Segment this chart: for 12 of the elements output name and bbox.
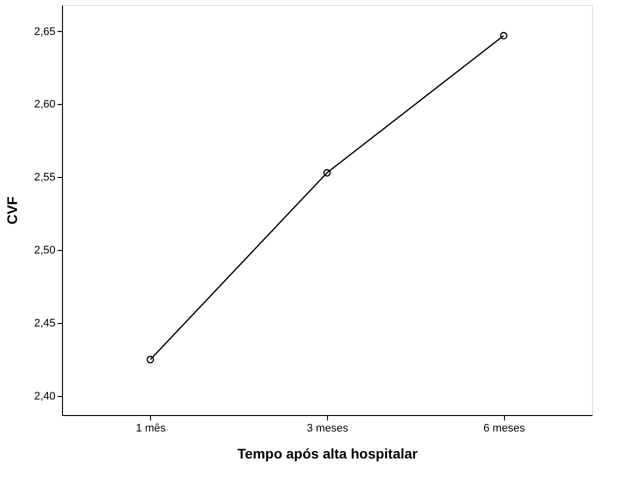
y-tick-label: 2,50 xyxy=(34,244,56,257)
y-tick-label: 2,65 xyxy=(34,26,56,38)
y-tick-label: 2,40 xyxy=(34,390,56,403)
x-axis-title: Tempo após alta hospitalar xyxy=(237,446,418,462)
x-tick-label: 1 mês xyxy=(136,422,166,434)
x-tick-label: 3 meses xyxy=(306,422,349,434)
y-tick-label: 2,55 xyxy=(34,172,56,184)
y-tick-label: 2,45 xyxy=(34,318,56,330)
y-axis-title: CVF xyxy=(4,196,20,224)
y-tick-label: 2,60 xyxy=(34,98,56,111)
x-tick-label: 6 meses xyxy=(483,422,526,434)
point xyxy=(323,169,331,177)
